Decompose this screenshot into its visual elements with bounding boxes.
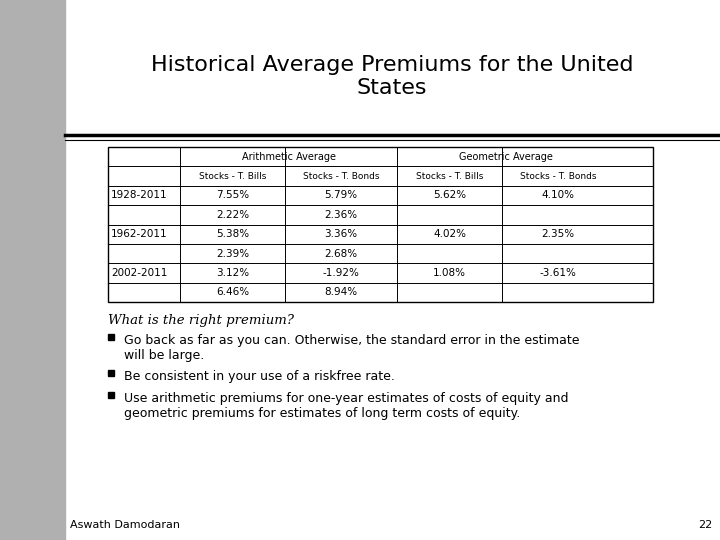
Text: Stocks - T. Bills: Stocks - T. Bills [416,172,483,180]
Bar [108,147,653,302]
Text: 2.35%: 2.35% [541,229,575,239]
Text: 1928-2011: 1928-2011 [111,191,168,200]
Text: 22: 22 [698,520,712,530]
Bar [108,392,114,398]
Text: 5.62%: 5.62% [433,191,466,200]
Text: Go back as far as you can. Otherwise, the standard error in the estimate
will be: Go back as far as you can. Otherwise, th… [124,334,580,362]
Bar [0,0,65,540]
Bar [108,334,114,340]
Text: 1962-2011: 1962-2011 [111,229,168,239]
Text: 3.12%: 3.12% [216,268,249,278]
Text: 5.79%: 5.79% [325,191,358,200]
Text: 4.10%: 4.10% [541,191,575,200]
Text: Be consistent in your use of a riskfree rate.: Be consistent in your use of a riskfree … [124,370,395,383]
Text: 2002-2011: 2002-2011 [111,268,167,278]
Text: Aswath Damodaran: Aswath Damodaran [70,520,180,530]
Text: Stocks - T. Bonds: Stocks - T. Bonds [520,172,596,180]
Text: What is the right premium?: What is the right premium? [108,314,294,327]
Text: -3.61%: -3.61% [539,268,577,278]
Text: 1.08%: 1.08% [433,268,466,278]
Text: Stocks - T. Bonds: Stocks - T. Bonds [302,172,379,180]
Text: 2.36%: 2.36% [325,210,358,220]
Text: -1.92%: -1.92% [323,268,359,278]
Text: 7.55%: 7.55% [216,191,249,200]
Text: 2.39%: 2.39% [216,248,249,259]
Text: Arithmetic Average: Arithmetic Average [241,152,336,161]
Text: 2.22%: 2.22% [216,210,249,220]
Text: Historical Average Premiums for the United
States: Historical Average Premiums for the Unit… [150,55,634,98]
Text: Stocks - T. Bills: Stocks - T. Bills [199,172,266,180]
Text: Use arithmetic premiums for one-year estimates of costs of equity and
geometric : Use arithmetic premiums for one-year est… [124,392,569,420]
Text: 4.02%: 4.02% [433,229,466,239]
Text: 2.68%: 2.68% [325,248,358,259]
Text: 3.36%: 3.36% [325,229,358,239]
Text: 5.38%: 5.38% [216,229,249,239]
Text: 6.46%: 6.46% [216,287,249,298]
Bar [108,370,114,376]
Text: 8.94%: 8.94% [325,287,358,298]
Text: Geometric Average: Geometric Average [459,152,552,161]
